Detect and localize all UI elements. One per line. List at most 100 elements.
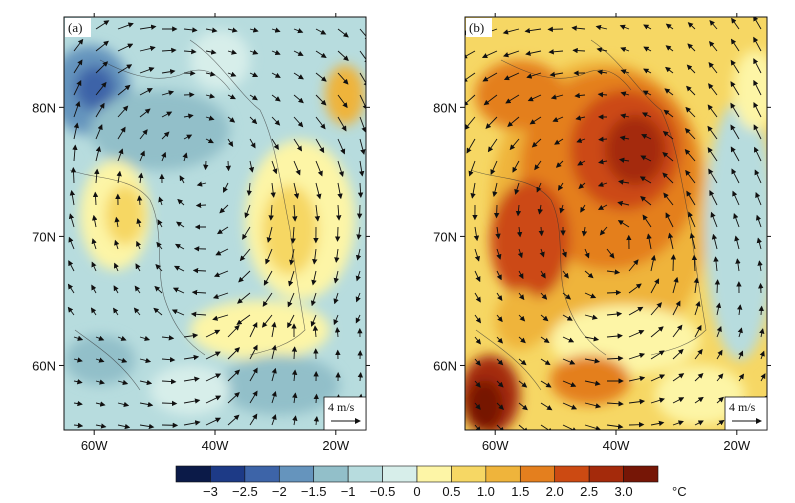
wind-arrow [337, 72, 349, 85]
panel-b-ref-label: 4 m/s [729, 400, 756, 414]
wind-arrow [606, 269, 621, 275]
wind-arrow [182, 152, 188, 162]
wind-arrow [618, 179, 630, 185]
wind-arrow [514, 182, 520, 195]
wind-arrow [183, 134, 193, 140]
wind-arrow [496, 292, 503, 302]
wind-arrow [755, 214, 762, 228]
panel-a-lon-label: 60W [81, 438, 108, 453]
wind-arrow [95, 102, 105, 118]
wind-arrow [68, 260, 75, 272]
wind-arrow [684, 149, 696, 162]
wind-arrow [359, 28, 366, 41]
wind-arrow [271, 138, 279, 150]
wind-arrow [315, 50, 327, 59]
wind-arrow [249, 116, 258, 125]
wind-arrow [92, 191, 99, 206]
wind-arrow [337, 138, 346, 155]
wind-arrow [493, 204, 500, 219]
wind-arrow [183, 398, 201, 404]
wind-arrow [293, 116, 304, 128]
wind-arrow [597, 204, 608, 210]
wind-arrow [584, 336, 600, 342]
wind-arrow [496, 424, 505, 430]
wind-arrow [503, 50, 520, 58]
wind-arrow [665, 45, 674, 52]
wind-arrow [549, 71, 564, 78]
wind-arrow [227, 324, 240, 338]
wind-arrow [67, 283, 75, 294]
wind-arrow [598, 159, 608, 165]
wind-arrow [496, 270, 502, 281]
wind-arrow [707, 125, 718, 140]
panel-a-wind-vectors [67, 18, 366, 430]
wind-arrow [227, 138, 234, 147]
wind-arrow [606, 333, 623, 339]
wind-arrow [524, 27, 542, 34]
panel-b-field [465, 17, 767, 430]
wind-arrow [598, 136, 608, 142]
wind-arrow [665, 212, 674, 228]
wind-arrow [249, 94, 258, 101]
colorbar-swatch [451, 465, 487, 483]
wind-arrow [643, 46, 652, 52]
wind-arrow [183, 27, 198, 33]
colorbar-label: −2 [272, 484, 287, 499]
wind-arrow [95, 40, 109, 52]
wind-arrow [114, 239, 120, 250]
wind-arrow [707, 104, 718, 118]
panel-a-lat-label: 80N [32, 100, 56, 115]
wind-arrow [287, 314, 295, 329]
wind-arrow [650, 254, 656, 272]
wind-arrow [496, 336, 504, 344]
wind-arrow [139, 379, 153, 386]
wind-arrow [691, 254, 698, 272]
wind-arrow [195, 202, 207, 209]
wind-arrow [91, 238, 97, 250]
wind-arrow [540, 380, 552, 388]
wind-arrow [271, 367, 277, 382]
wind-arrow [474, 248, 480, 262]
wind-arrow [485, 116, 498, 129]
wind-arrow [753, 101, 762, 118]
wind-arrow [139, 108, 151, 118]
wind-arrow [575, 115, 586, 121]
wind-arrow [73, 335, 84, 341]
wind-arrow [730, 38, 740, 52]
wind-arrow [315, 94, 327, 106]
wind-arrow [707, 147, 718, 162]
wind-arrow [628, 329, 645, 338]
wind-arrow [496, 314, 503, 323]
wind-arrow [95, 379, 105, 385]
wind-arrow [597, 91, 608, 98]
wind-arrow [238, 270, 251, 283]
wind-arrow [73, 357, 83, 363]
wind-arrow [540, 358, 551, 366]
wind-arrow [288, 270, 295, 287]
wind-arrow [249, 390, 258, 404]
wind-arrow [733, 212, 740, 228]
wind-arrow [157, 219, 163, 228]
colorbar-label: −1.5 [301, 484, 327, 499]
wind-arrow [227, 71, 237, 77]
panel-a-tag-box [65, 18, 91, 37]
wind-arrow [315, 160, 323, 177]
wind-arrow [271, 116, 281, 126]
wind-arrow [734, 235, 740, 250]
wind-arrow [356, 226, 362, 240]
wind-arrow [315, 72, 327, 82]
wind-arrow [540, 424, 554, 430]
wind-arrow [694, 420, 704, 426]
wind-arrow [581, 226, 588, 237]
wind-arrow [117, 126, 126, 140]
wind-arrow [311, 270, 317, 286]
wind-arrow [640, 196, 652, 206]
wind-arrow [73, 379, 83, 385]
wind-arrow [117, 84, 131, 96]
wind-arrow [646, 233, 652, 250]
wind-arrow [505, 94, 520, 104]
panel-b-tag: (b) [469, 20, 484, 35]
wind-arrow [249, 413, 258, 426]
wind-arrow [694, 372, 704, 382]
colorbar-swatch [485, 465, 521, 483]
